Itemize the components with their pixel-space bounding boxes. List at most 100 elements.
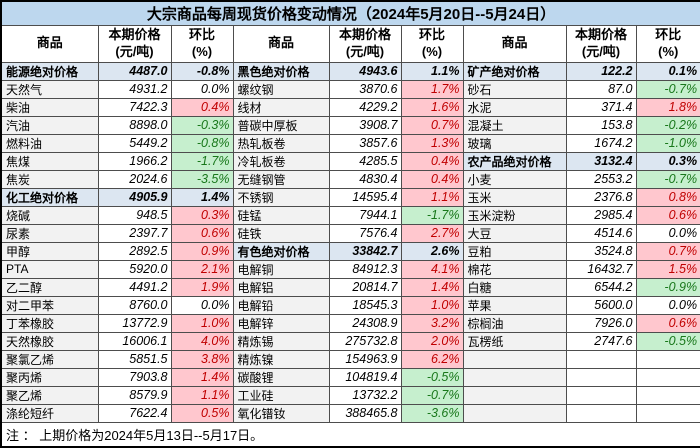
price-value: 4943.6 xyxy=(328,61,402,81)
table-row: 涤纶短纤 7622.4 0.5% 氧化镨钕 388465.8 -3.6% xyxy=(0,403,700,423)
pct-change-value: 1.8% xyxy=(635,97,700,117)
commodity-name: 碳酸锂 xyxy=(232,367,330,387)
commodity-name: 电解铅 xyxy=(232,295,330,315)
pct-change-value: 0.8% xyxy=(635,187,700,207)
price-value: 371.4 xyxy=(565,97,637,117)
commodity-name: 能源绝对价格 xyxy=(0,61,99,81)
price-value: 3908.7 xyxy=(328,115,402,135)
commodity-name: 小麦 xyxy=(462,169,567,189)
price-value xyxy=(565,367,637,387)
pct-change-value: 6.2% xyxy=(400,349,464,369)
price-value: 2985.4 xyxy=(565,205,637,225)
price-value: 4491.2 xyxy=(97,277,172,297)
commodity-name: 螺纹钢 xyxy=(232,79,330,99)
col-header-commodity: 商品 xyxy=(232,24,330,63)
pct-change-value: 0.6% xyxy=(635,205,700,225)
commodity-name: 农产品绝对价格 xyxy=(462,151,567,171)
commodity-name: 无缝钢管 xyxy=(232,169,330,189)
table-row: 对二甲苯 8760.0 0.0% 电解铅 18545.3 1.0% 苹果 5600.0 0.0% xyxy=(0,295,700,315)
price-value: 3524.8 xyxy=(565,241,637,261)
price-value: 5449.2 xyxy=(97,133,172,153)
table-row: 汽油 8898.0 -0.3% 普碳中厚板 3908.7 0.7% 混凝土 153.8 -0.2… xyxy=(0,115,700,135)
pct-change-value: 0.6% xyxy=(170,223,234,243)
price-value: 154963.9 xyxy=(328,349,402,369)
pct-change-value: 0.9% xyxy=(170,241,234,261)
pct-change-value xyxy=(635,403,700,423)
table-row: 乙二醇 4491.2 1.9% 电解铝 20814.7 1.4% 白糖 6544.2 -0.9% xyxy=(0,277,700,297)
table-row: 聚乙烯 8579.9 1.1% 工业硅 13732.2 -0.7% xyxy=(0,385,700,405)
table-row: 天然气 4931.2 0.0% 螺纹钢 3870.6 1.7% 砂石 87.0 -0.7% xyxy=(0,79,700,99)
pct-change-value xyxy=(635,385,700,405)
col-header-commodity: 商品 xyxy=(0,24,99,63)
pct-change-value: 0.5% xyxy=(170,403,234,423)
pct-change-value: 0.7% xyxy=(400,115,464,135)
price-value: 7903.8 xyxy=(97,367,172,387)
price-value: 2376.8 xyxy=(565,187,637,207)
pct-change-value: 1.1% xyxy=(400,61,464,81)
price-value: 4285.5 xyxy=(328,151,402,171)
commodity-name: 工业硅 xyxy=(232,385,330,405)
commodity-name: 聚氯乙烯 xyxy=(0,349,99,369)
commodity-name: 电解锌 xyxy=(232,313,330,333)
pct-change-value: -0.8% xyxy=(170,61,234,81)
pct-change-value: -0.5% xyxy=(400,367,464,387)
price-value: 13732.2 xyxy=(328,385,402,405)
price-value xyxy=(565,403,637,423)
commodity-name: 精炼镍 xyxy=(232,349,330,369)
price-value: 5600.0 xyxy=(565,295,637,315)
pct-change-value: 3.2% xyxy=(400,313,464,333)
pct-change-value: 2.1% xyxy=(170,259,234,279)
commodity-name: 烧碱 xyxy=(0,205,99,225)
col-header-pct: 环比 (%) xyxy=(400,24,464,63)
col-header-commodity: 商品 xyxy=(462,24,567,63)
price-value: 2553.2 xyxy=(565,169,637,189)
pct-change-value: 2.7% xyxy=(400,223,464,243)
commodity-name: 瓦楞纸 xyxy=(462,331,567,351)
price-value: 14595.4 xyxy=(328,187,402,207)
pct-change-value: 0.1% xyxy=(635,61,700,81)
price-value: 3870.6 xyxy=(328,79,402,99)
price-value: 13772.9 xyxy=(97,313,172,333)
commodity-name: 有色绝对价格 xyxy=(232,241,330,261)
commodity-name: 氧化镨钕 xyxy=(232,403,330,423)
table-body: 能源绝对价格 4487.0 -0.8% 黑色绝对价格 4943.6 1.1% 矿产绝对价格 1… xyxy=(0,61,700,423)
price-value xyxy=(565,385,637,405)
commodity-name: 热轧板卷 xyxy=(232,133,330,153)
price-value: 16006.1 xyxy=(97,331,172,351)
page-title: 大宗商品每周现货价格变动情况（2024年5月20日--5月24日） xyxy=(0,0,700,26)
pct-change-value: 1.3% xyxy=(400,133,464,153)
table-row: 甲醇 2892.5 0.9% 有色绝对价格 33842.7 2.6% 豆粕 3524.8 0.7… xyxy=(0,241,700,261)
pct-change-value xyxy=(635,349,700,369)
pct-change-value: 0.3% xyxy=(170,205,234,225)
commodity-name: 精炼锡 xyxy=(232,331,330,351)
price-value: 3132.4 xyxy=(565,151,637,171)
table-row: 尿素 2397.7 0.6% 硅铁 7576.4 2.7% 大豆 4514.6 0.0% xyxy=(0,223,700,243)
pct-change-value: 0.4% xyxy=(400,169,464,189)
price-value: 33842.7 xyxy=(328,241,402,261)
commodity-name: 黑色绝对价格 xyxy=(232,61,330,81)
pct-change-value: 0.3% xyxy=(635,151,700,171)
pct-change-value: -0.3% xyxy=(170,115,234,135)
commodity-name: 柴油 xyxy=(0,97,99,117)
price-value: 4514.6 xyxy=(565,223,637,243)
price-value: 84912.3 xyxy=(328,259,402,279)
price-value: 153.8 xyxy=(565,115,637,135)
commodity-name: 对二甲苯 xyxy=(0,295,99,315)
pct-change-value: 0.0% xyxy=(635,223,700,243)
commodity-name: 硅锰 xyxy=(232,205,330,225)
price-value: 24308.9 xyxy=(328,313,402,333)
commodity-name: 焦炭 xyxy=(0,169,99,189)
table-row: 燃料油 5449.2 -0.8% 热轧板卷 3857.6 1.3% 玻璃 1674.2 -1.0… xyxy=(0,133,700,153)
price-value: 4487.0 xyxy=(97,61,172,81)
table-header-row: 商品 本期价格 (元/吨) 环比 (%) 商品 本期价格 (元/吨) 环比 (%… xyxy=(0,24,700,63)
commodity-name: 大豆 xyxy=(462,223,567,243)
commodity-name: 矿产绝对价格 xyxy=(462,61,567,81)
commodity-name: 电解铜 xyxy=(232,259,330,279)
pct-change-value: 4.1% xyxy=(400,259,464,279)
pct-change-value: -1.7% xyxy=(170,151,234,171)
table-row: 丁苯橡胶 13772.9 1.0% 电解锌 24308.9 3.2% 棕榈油 7926.0 0.… xyxy=(0,313,700,333)
pct-change-value: -3.6% xyxy=(400,403,464,423)
price-value: 3857.6 xyxy=(328,133,402,153)
pct-change-value: 0.7% xyxy=(635,241,700,261)
price-value: 104819.4 xyxy=(328,367,402,387)
